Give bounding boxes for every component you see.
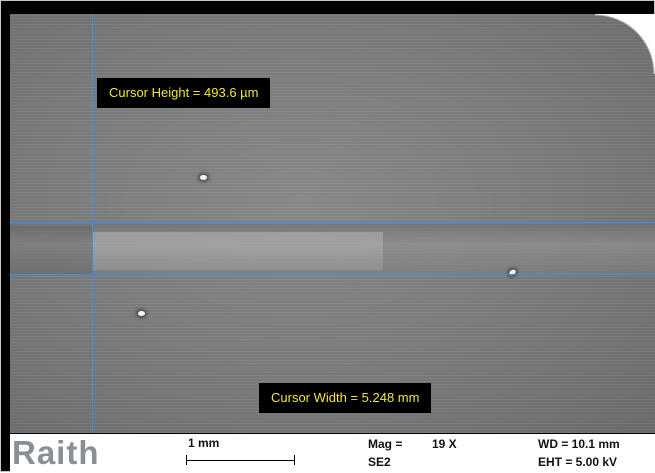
scale-bar-tick-right [294, 455, 295, 465]
particle [200, 175, 207, 180]
sample-band [10, 224, 655, 274]
info-bar: Raith 1 mm Mag = 19 X SE2 WD = 10.1 mm E… [10, 433, 655, 473]
cursor-width-label: Cursor Width = 5.248 mm [259, 383, 432, 413]
vertical-cursor-line[interactable] [92, 14, 93, 433]
sem-image-view: Cursor Height = 493.6 µm Cursor Width = … [10, 14, 655, 433]
raith-logo: Raith [12, 434, 100, 471]
eht-voltage: EHT = 5.00 kV [538, 455, 618, 469]
particle [138, 311, 145, 316]
horizontal-cursor-line-bottom[interactable] [10, 274, 655, 275]
horizontal-cursor-line-top[interactable] [10, 222, 655, 223]
sample-band-bright [93, 232, 383, 270]
scale-bar-label: 1 mm [188, 436, 220, 450]
working-distance: WD = 10.1 mm [538, 437, 620, 451]
magnification-value: 19 X [432, 437, 457, 451]
aperture-corner [595, 14, 655, 74]
magnification-label: Mag = [368, 437, 403, 451]
cursor-height-label: Cursor Height = 493.6 µm [97, 78, 271, 108]
detector-label: SE2 [368, 455, 391, 469]
scale-bar [186, 460, 294, 461]
